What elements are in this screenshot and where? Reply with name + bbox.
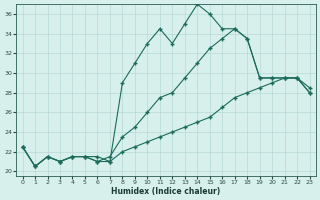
X-axis label: Humidex (Indice chaleur): Humidex (Indice chaleur)	[111, 187, 221, 196]
